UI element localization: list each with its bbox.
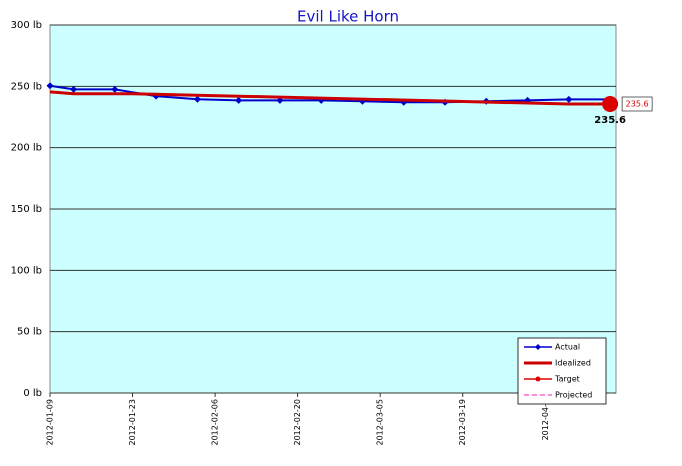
y-tick-label: 150 lb <box>11 204 42 215</box>
target-box <box>621 96 653 112</box>
y-tick-label: 300 lb <box>11 20 42 31</box>
data-point <box>70 85 78 93</box>
legend-label: Target <box>554 375 580 384</box>
x-tick-label: 2012-04-0 <box>541 399 550 440</box>
data-point <box>111 85 119 93</box>
chart-title: Evil Like Horn <box>297 8 399 26</box>
y-tick-label: 50 lb <box>17 327 42 338</box>
y-tick-label: 100 lb <box>11 265 42 276</box>
target-label: 235.6 <box>594 115 626 126</box>
target-point <box>602 95 619 112</box>
y-tick-label: 200 lb <box>11 143 42 154</box>
target-box-label: 235.6 <box>626 99 649 108</box>
data-point <box>565 95 573 103</box>
y-tick-label: 0 lb <box>23 388 42 399</box>
x-tick-label: 2012-02-06 <box>211 399 220 446</box>
y-tick-label: 250 lb <box>11 81 42 92</box>
data-point <box>46 82 54 90</box>
legend-box <box>517 337 607 405</box>
series-line <box>49 90 611 106</box>
legend-label: Projected <box>555 391 592 400</box>
x-tick-label: 2012-01-09 <box>46 399 55 446</box>
legend-label: Actual <box>555 343 580 352</box>
legend-marker <box>535 344 541 350</box>
x-tick-label: 2012-02-20 <box>293 399 302 446</box>
legend-label: Idealized <box>555 359 591 368</box>
data-point <box>235 96 243 104</box>
x-tick-label: 2012-03-19 <box>458 399 467 446</box>
x-tick-label: 2012-01-23 <box>128 399 137 446</box>
data-point <box>193 95 201 103</box>
x-tick-label: 2012-03-05 <box>376 399 385 446</box>
legend-marker <box>535 376 541 382</box>
